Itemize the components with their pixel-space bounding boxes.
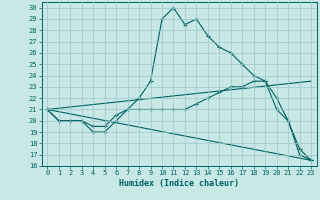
X-axis label: Humidex (Indice chaleur): Humidex (Indice chaleur) (119, 179, 239, 188)
